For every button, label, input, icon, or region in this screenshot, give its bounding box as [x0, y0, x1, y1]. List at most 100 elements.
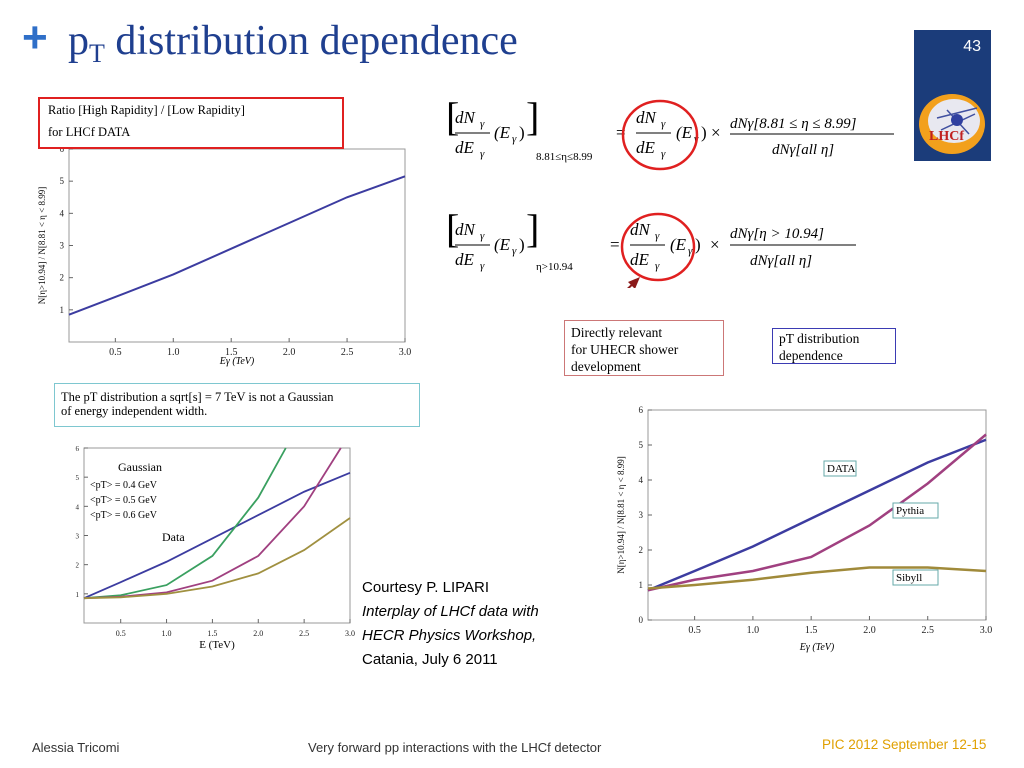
- x-tick-label: 0.5: [116, 629, 126, 638]
- y-axis-label: N[η>10.94] / N[8.81 < η < 8.99]: [616, 456, 626, 573]
- y-tick-label: 1: [76, 591, 80, 599]
- svg-text:]: ]: [526, 206, 539, 251]
- x-axis-label: Eγ (TeV): [219, 356, 255, 367]
- x-tick-label: 2.5: [921, 625, 934, 636]
- info-box: The pT distribution a sqrt[s] = 7 TeV is…: [54, 383, 420, 427]
- arrow-head-icon: [628, 277, 640, 288]
- pt-line1: pT distribution: [779, 331, 860, 346]
- svg-text:(E: (E: [676, 123, 693, 142]
- x-tick-label: 3.0: [399, 347, 412, 358]
- y-tick-label: 3: [639, 510, 644, 520]
- eq1-subscript: 8.81≤η≤8.99: [536, 151, 593, 163]
- legend-entry: <pT> = 0.4 GeV: [90, 480, 158, 491]
- svg-text:[: [: [446, 206, 459, 251]
- y-tick-label: 2: [76, 562, 80, 570]
- y-tick-label: 6: [60, 145, 65, 154]
- svg-text:dE: dE: [636, 138, 656, 157]
- svg-text:γ: γ: [480, 230, 485, 242]
- y-tick-label: 4: [639, 475, 644, 485]
- svg-text:γ: γ: [655, 260, 660, 272]
- equation-1: [ dN γ dE γ (E γ) ] 8.81≤η≤8.99 = dN γ dE γ (…: [446, 98, 894, 171]
- series-label-box: [892, 502, 939, 519]
- svg-text:(E: (E: [494, 235, 511, 254]
- series-label-box: [892, 569, 939, 586]
- y-tick-label: 5: [76, 474, 80, 482]
- series-line-sibyll: [647, 566, 987, 590]
- series-line-0: [68, 175, 406, 316]
- svg-text:×: ×: [711, 123, 721, 142]
- svg-text:dE: dE: [630, 250, 650, 269]
- x-tick-label: 1.5: [225, 347, 238, 358]
- eq2-subscript: η>10.94: [536, 261, 573, 273]
- x-tick-label: 2.0: [863, 625, 876, 636]
- x-tick-label: 1.0: [162, 629, 172, 638]
- pt-annotation: pT distribution dependence: [772, 328, 896, 364]
- ratio-label-line2: for LHCf DATA: [48, 125, 131, 139]
- svg-text:dE: dE: [455, 250, 475, 269]
- info-line1: The pT distribution a sqrt[s] = 7 TeV is…: [61, 390, 334, 404]
- info-line2: of energy independent width.: [61, 404, 208, 418]
- x-axis-label: E (TeV): [199, 639, 235, 651]
- svg-text:γ: γ: [480, 118, 485, 130]
- svg-text:γ: γ: [512, 245, 517, 257]
- x-tick-label: 2.0: [283, 347, 296, 358]
- x-tick-label: 3.0: [980, 625, 993, 636]
- uhecr-line3: development: [571, 359, 641, 374]
- footer-talk: Very forward pp interactions with the LH…: [308, 740, 602, 755]
- svg-text:dN: dN: [455, 108, 477, 127]
- series-line-data: [647, 438, 987, 592]
- svg-text:γ: γ: [480, 260, 485, 272]
- svg-text:): ): [701, 123, 707, 142]
- y-tick-label: 4: [60, 208, 65, 218]
- svg-text:dN: dN: [630, 220, 652, 239]
- eq1-ratio-numerator: dNγ[8.81 ≤ η ≤ 8.99]: [730, 116, 857, 132]
- x-tick-label: 2.5: [299, 629, 309, 638]
- svg-text:γ: γ: [661, 148, 666, 160]
- page-number-box: 43 LHCf: [914, 30, 991, 161]
- x-tick-label: 1.5: [207, 629, 217, 638]
- series-line-3: [83, 517, 351, 600]
- y-tick-label: 5: [60, 176, 65, 186]
- y-tick-label: 3: [60, 241, 65, 251]
- legend-entry: <pT> = 0.6 GeV: [90, 510, 158, 521]
- page-number: 43: [963, 38, 981, 55]
- slide-title: pT distribution dependence: [68, 18, 518, 68]
- svg-text:]: ]: [526, 98, 539, 139]
- y-tick-label: 0: [639, 615, 644, 625]
- equation-2: [ dN γ dE γ (E γ) ] η>10.94 = dN γ dE γ (E γ) …: [446, 206, 856, 282]
- svg-text:(E: (E: [494, 123, 511, 142]
- ratio-chart-top: 0.5 1.0 1.5 2.0 2.5 3.0 1 2 3 4 5 6 Eγ (TeV) N[η>10.9…: [37, 145, 412, 367]
- svg-text:γ: γ: [480, 148, 485, 160]
- x-tick-label: 1.0: [747, 625, 760, 636]
- uhecr-line2: for UHECR shower: [571, 342, 679, 357]
- courtesy-block: Courtesy P. LIPARI Interplay of LHCf dat…: [362, 576, 539, 672]
- x-tick-label: 1.5: [805, 625, 818, 636]
- pt-line2: dependence: [779, 348, 843, 363]
- series-label-pythia: Pythia: [896, 505, 924, 517]
- svg-text:γ: γ: [688, 245, 693, 257]
- footer-author: Alessia Tricomi: [32, 740, 120, 755]
- y-tick-label: 2: [60, 273, 65, 283]
- svg-text:dE: dE: [455, 138, 475, 157]
- svg-text:γ: γ: [512, 133, 517, 145]
- svg-text:dN: dN: [636, 108, 658, 127]
- x-tick-label: 0.5: [688, 625, 701, 636]
- courtesy-line1: Courtesy P. LIPARI: [362, 579, 490, 596]
- y-tick-label: 1: [639, 580, 644, 590]
- x-tick-label: 1.0: [167, 347, 180, 358]
- courtesy-line2: Interplay of LHCf data with: [362, 603, 539, 620]
- svg-text:(E: (E: [670, 235, 687, 254]
- y-tick-label: 6: [76, 445, 80, 453]
- svg-text:): ): [519, 123, 525, 142]
- courtesy-line3: HECR Physics Workshop,: [362, 627, 537, 644]
- equations: [ dN γ dE γ (E γ) ] 8.81≤η≤8.99 = dN γ dE γ (…: [446, 98, 894, 288]
- legend-entry: Gaussian: [118, 460, 162, 474]
- data-label: Data: [162, 530, 185, 544]
- x-axis-label: Eγ (TeV): [799, 642, 835, 653]
- title-bullet: +: [22, 13, 48, 62]
- legend-entry: <pT> = 0.5 GeV: [90, 495, 158, 506]
- series-line-1: [83, 447, 287, 600]
- y-tick-label: 4: [76, 503, 80, 511]
- eq2-ratio-numerator: dNγ[η > 10.94]: [730, 226, 824, 242]
- gaussian-chart: 0.5 1.0 1.5 2.0 2.5 3.0 1 2 3 4 5 6 E (TeV) Gaussian <…: [76, 445, 356, 651]
